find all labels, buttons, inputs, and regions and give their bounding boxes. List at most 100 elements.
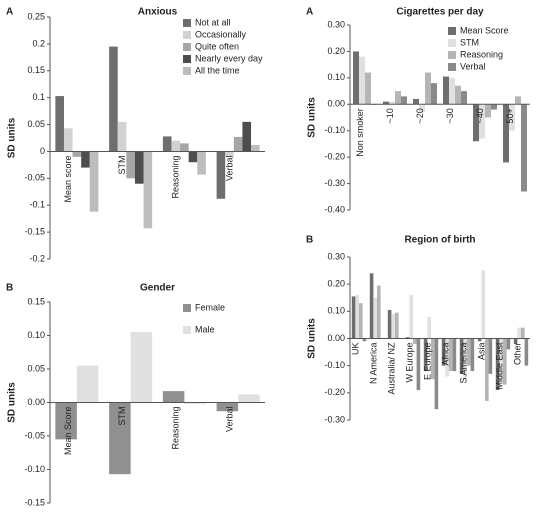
legend-swatch xyxy=(183,326,191,334)
bar xyxy=(416,338,421,391)
legend-label: Mean Score xyxy=(460,25,509,35)
x-tick-label: Verbal xyxy=(224,155,234,181)
y-tick-label: 0.1 xyxy=(32,92,45,102)
y-tick-label: -0.15 xyxy=(24,226,45,236)
legend-swatch xyxy=(448,27,456,35)
legend-swatch xyxy=(183,19,191,27)
legend-swatch xyxy=(183,43,191,51)
bar xyxy=(470,338,475,372)
bar xyxy=(355,295,359,339)
y-tick-label: 0.00 xyxy=(327,99,345,109)
legend-swatch xyxy=(183,31,191,39)
x-tick-label: Verbal xyxy=(224,407,234,433)
y-tick-label: 0.20 xyxy=(327,279,345,289)
legend-label: Occasionally xyxy=(195,29,247,39)
bar xyxy=(405,337,410,339)
x-tick-label: ~10 xyxy=(385,108,395,123)
legend-label: Nearly every day xyxy=(195,53,263,63)
y-tick-label: 0.05 xyxy=(27,119,45,129)
bar xyxy=(445,338,449,377)
legend-swatch xyxy=(183,55,191,63)
chart-title: Cigarettes per day xyxy=(396,7,484,18)
bar xyxy=(233,136,243,152)
x-tick-label: S America xyxy=(459,343,469,384)
bar xyxy=(434,338,439,410)
chart-title: Region of birth xyxy=(404,235,475,246)
bar xyxy=(395,312,399,339)
x-tick-label: Middle East xyxy=(495,342,505,390)
bar xyxy=(359,56,365,105)
x-tick-label: Australia/ NZ xyxy=(387,342,397,395)
bar xyxy=(477,338,482,342)
bar xyxy=(63,128,73,152)
bar xyxy=(126,151,135,179)
y-tick-label: -0.20 xyxy=(324,152,345,162)
bar xyxy=(443,76,449,105)
x-tick-label: Reasoning xyxy=(171,407,181,450)
x-tick-label: 50+ xyxy=(505,108,515,123)
bar xyxy=(134,151,144,184)
y-tick-label: 0.10 xyxy=(27,330,45,340)
legend-swatch xyxy=(448,39,456,47)
bar xyxy=(109,402,131,475)
y-axis-label: SD units xyxy=(307,97,318,138)
bar xyxy=(461,91,467,105)
y-tick-label: -0.15 xyxy=(24,497,45,507)
chart-title: Anxious xyxy=(138,7,178,18)
bar xyxy=(521,327,525,339)
bar xyxy=(455,85,461,105)
y-tick-label: 0.15 xyxy=(27,296,45,306)
legend-label: Reasoning xyxy=(460,49,503,59)
legend-label: All the time xyxy=(195,65,240,75)
x-tick-label: W Europe xyxy=(405,343,415,383)
panel-label: A xyxy=(6,7,13,18)
y-tick-label: 0.10 xyxy=(327,306,345,316)
bar xyxy=(503,338,507,385)
bar xyxy=(485,104,491,118)
bar xyxy=(389,101,395,105)
y-tick-label: 0.30 xyxy=(327,19,345,29)
bar xyxy=(485,338,489,401)
y-tick-label: -0.10 xyxy=(24,464,45,474)
y-tick-label: 0.2 xyxy=(32,38,45,48)
bar xyxy=(479,104,485,139)
bar xyxy=(431,338,435,380)
chart-title: Gender xyxy=(140,283,175,294)
bar xyxy=(495,338,500,391)
bar xyxy=(401,96,407,105)
bar xyxy=(452,338,457,372)
legend-swatch xyxy=(448,63,456,71)
y-axis-label: SD units xyxy=(7,117,18,158)
bar xyxy=(513,338,518,344)
bar xyxy=(117,121,127,152)
bar xyxy=(251,144,260,152)
x-tick-label: STM xyxy=(117,155,127,174)
bar xyxy=(225,151,234,157)
bar xyxy=(473,104,479,142)
bar xyxy=(409,295,413,339)
x-tick-label: Africa xyxy=(441,343,451,366)
bar xyxy=(395,91,401,105)
bar xyxy=(373,297,377,339)
y-tick-label: -0.10 xyxy=(324,360,345,370)
bar xyxy=(365,72,371,105)
y-tick-label: -0.20 xyxy=(324,387,345,397)
bar xyxy=(499,338,503,382)
bar xyxy=(515,96,521,105)
x-tick-label: Mean score xyxy=(63,155,73,202)
bar xyxy=(55,96,64,152)
y-tick-label: 0 xyxy=(40,146,45,156)
bar xyxy=(171,140,181,152)
bar xyxy=(353,51,359,105)
bar xyxy=(481,270,485,339)
x-tick-label: N America xyxy=(369,343,379,385)
legend-label: Female xyxy=(195,302,225,312)
bar xyxy=(162,136,172,152)
y-tick-label: -0.10 xyxy=(324,125,345,135)
y-tick-label: 0.15 xyxy=(27,65,45,75)
y-tick-label: -0.30 xyxy=(324,178,345,188)
bar xyxy=(383,101,389,105)
y-tick-label: 0.05 xyxy=(27,363,45,373)
x-tick-label: Mean Score xyxy=(63,407,73,456)
bar xyxy=(72,151,82,157)
